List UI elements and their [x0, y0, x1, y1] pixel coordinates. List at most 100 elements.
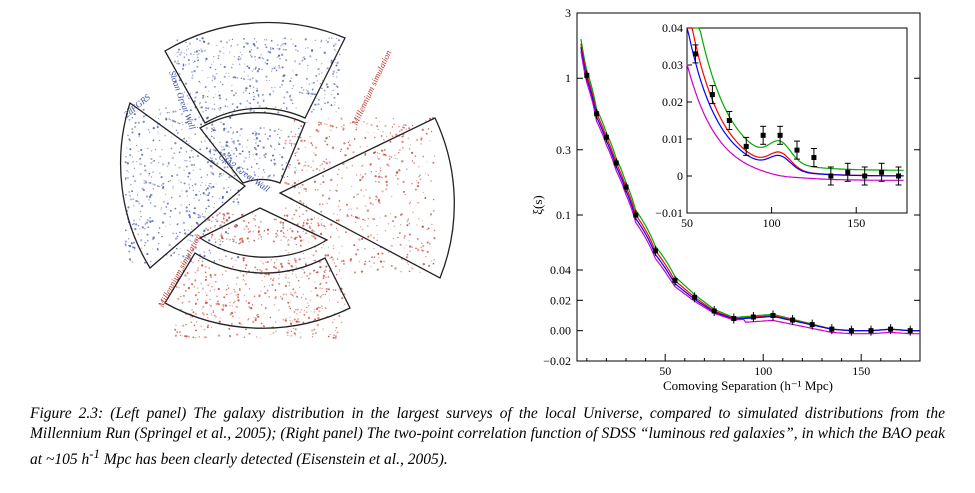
- galaxy-dot: [338, 288, 340, 291]
- galaxy-dot: [299, 187, 301, 189]
- galaxy-dot: [177, 122, 179, 124]
- galaxy-dot: [431, 223, 433, 226]
- galaxy-dot: [374, 198, 377, 201]
- galaxy-dot: [201, 258, 203, 260]
- galaxy-dot: [221, 201, 224, 204]
- galaxy-dot: [211, 135, 213, 138]
- galaxy-dot: [180, 51, 183, 54]
- galaxy-dot: [262, 99, 265, 102]
- galaxy-dot: [134, 125, 137, 128]
- galaxy-dot: [149, 217, 151, 219]
- galaxy-dot: [330, 178, 333, 181]
- galaxy-dot: [233, 302, 235, 304]
- galaxy-dot: [404, 193, 406, 196]
- galaxy-dot: [286, 331, 289, 334]
- galaxy-dot: [320, 261, 322, 263]
- y-tick-label: −0.02: [543, 354, 571, 368]
- galaxy-dot: [217, 303, 219, 305]
- galaxy-dot: [352, 215, 354, 218]
- galaxy-dot: [290, 130, 293, 133]
- data-point: [770, 313, 776, 318]
- galaxy-dot: [198, 116, 200, 118]
- galaxy-dot: [389, 132, 392, 134]
- galaxy-dot: [235, 149, 238, 151]
- galaxy-dot: [367, 235, 370, 238]
- galaxy-dot: [333, 48, 336, 51]
- galaxy-dot: [267, 50, 270, 53]
- galaxy-dot: [273, 158, 276, 161]
- galaxy-dot: [342, 124, 345, 127]
- galaxy-dot: [133, 249, 136, 251]
- galaxy-dot: [232, 140, 236, 143]
- galaxy-dot: [223, 153, 226, 156]
- galaxy-dot: [250, 55, 253, 58]
- galaxy-dot: [275, 106, 277, 108]
- galaxy-dot: [294, 291, 297, 294]
- galaxy-dot: [380, 135, 383, 137]
- galaxy-dot: [232, 94, 236, 97]
- galaxy-dot: [174, 334, 178, 337]
- galaxy-dot: [432, 198, 435, 201]
- galaxy-dot: [213, 137, 215, 139]
- galaxy-dot: [183, 229, 186, 231]
- galaxy-dot: [254, 266, 257, 269]
- galaxy-dot: [377, 200, 380, 203]
- galaxy-dot: [377, 156, 379, 158]
- galaxy-dot: [329, 333, 331, 336]
- galaxy-dot: [201, 181, 203, 184]
- galaxy-dot: [323, 97, 326, 99]
- galaxy-dot: [127, 134, 129, 137]
- galaxy-dot: [298, 215, 301, 218]
- galaxy-dot: [159, 113, 161, 115]
- galaxy-dot: [314, 237, 317, 240]
- model-curve: [580, 51, 920, 335]
- galaxy-dot: [233, 56, 236, 58]
- wedge-diagram: Sloan Great Wall CfA2 Great Wall 2dFGRS …: [119, 21, 455, 339]
- galaxy-dot: [239, 289, 241, 291]
- galaxy-dot: [295, 266, 298, 268]
- galaxy-dot: [174, 328, 177, 331]
- galaxy-dot: [254, 318, 257, 322]
- galaxy-dot: [208, 219, 211, 222]
- galaxy-dot: [417, 165, 420, 168]
- galaxy-dot: [266, 62, 269, 65]
- galaxy-dot: [228, 334, 232, 338]
- galaxy-dot: [232, 238, 234, 241]
- galaxy-dot: [255, 80, 258, 83]
- galaxy-dot: [192, 156, 194, 158]
- galaxy-dot: [287, 334, 289, 337]
- galaxy-dot: [338, 200, 341, 202]
- galaxy-dot: [303, 271, 306, 273]
- galaxy-dot: [185, 151, 188, 153]
- galaxy-dot: [274, 289, 277, 292]
- galaxy-dot: [237, 299, 240, 302]
- galaxy-dot: [165, 118, 168, 121]
- galaxy-dot: [337, 205, 340, 207]
- galaxy-dot: [320, 233, 322, 235]
- galaxy-dot: [259, 268, 261, 271]
- galaxy-dot: [293, 213, 296, 216]
- galaxy-dot: [124, 161, 127, 164]
- galaxy-dot: [282, 74, 285, 78]
- galaxy-dot: [297, 186, 299, 188]
- galaxy-dot: [306, 302, 309, 304]
- galaxy-dot: [190, 149, 193, 152]
- galaxy-dot: [291, 135, 294, 138]
- galaxy-dot: [304, 47, 307, 49]
- galaxy-dot: [221, 228, 223, 230]
- galaxy-dot: [231, 315, 234, 318]
- galaxy-dot: [343, 142, 346, 145]
- galaxy-dot: [178, 179, 180, 181]
- galaxy-dot: [226, 293, 228, 296]
- galaxy-dot: [175, 62, 178, 65]
- galaxy-dot: [213, 126, 215, 128]
- galaxy-dot: [286, 175, 289, 178]
- galaxy-dot: [188, 255, 190, 257]
- galaxy-dot: [398, 130, 401, 133]
- galaxy-dot: [160, 207, 163, 209]
- galaxy-dot: [293, 318, 296, 321]
- galaxy-dot: [325, 276, 327, 278]
- inset-data-point: [726, 118, 732, 123]
- galaxy-dot: [213, 289, 216, 291]
- inset-data-point: [692, 51, 698, 57]
